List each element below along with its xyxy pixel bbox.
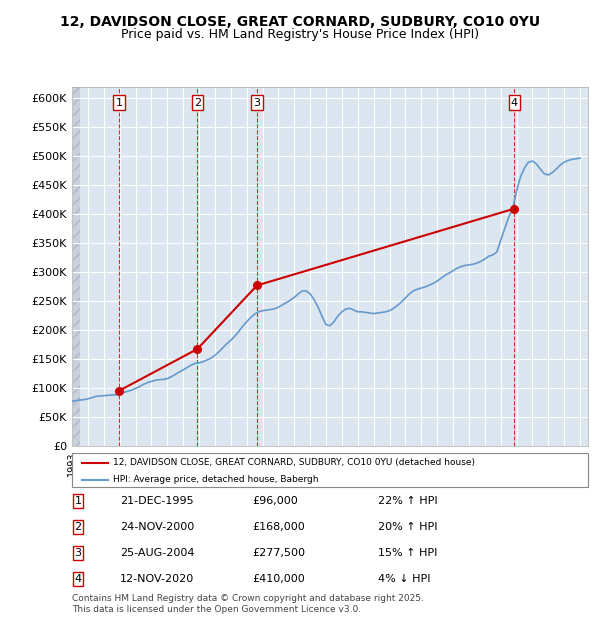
FancyBboxPatch shape: [72, 453, 588, 487]
Point: [115, 386, 124, 396]
Text: 25-AUG-2004: 25-AUG-2004: [120, 548, 194, 558]
Text: Contains HM Land Registry data © Crown copyright and database right 2025.
This d: Contains HM Land Registry data © Crown c…: [72, 595, 424, 614]
Text: 24-NOV-2000: 24-NOV-2000: [120, 522, 194, 532]
Text: 3: 3: [253, 97, 260, 108]
Text: 2: 2: [74, 522, 82, 532]
Text: 1: 1: [116, 97, 122, 108]
Text: 12, DAVIDSON CLOSE, GREAT CORNARD, SUDBURY, CO10 0YU: 12, DAVIDSON CLOSE, GREAT CORNARD, SUDBU…: [60, 16, 540, 30]
Text: £96,000: £96,000: [252, 496, 298, 506]
Text: 15% ↑ HPI: 15% ↑ HPI: [378, 548, 437, 558]
Text: 4: 4: [74, 574, 82, 584]
Text: HPI: Average price, detached house, Babergh: HPI: Average price, detached house, Babe…: [113, 476, 319, 484]
Text: 1: 1: [74, 496, 82, 506]
Text: 22% ↑ HPI: 22% ↑ HPI: [378, 496, 437, 506]
Point: [193, 344, 202, 354]
Text: 3: 3: [74, 548, 82, 558]
Text: 4% ↓ HPI: 4% ↓ HPI: [378, 574, 431, 584]
Bar: [72, 87, 80, 446]
Text: 2: 2: [194, 97, 201, 108]
Text: 21-DEC-1995: 21-DEC-1995: [120, 496, 194, 506]
Text: £410,000: £410,000: [252, 574, 305, 584]
Text: £277,500: £277,500: [252, 548, 305, 558]
Point: [252, 280, 262, 290]
Text: Price paid vs. HM Land Registry's House Price Index (HPI): Price paid vs. HM Land Registry's House …: [121, 28, 479, 41]
Text: 12, DAVIDSON CLOSE, GREAT CORNARD, SUDBURY, CO10 0YU (detached house): 12, DAVIDSON CLOSE, GREAT CORNARD, SUDBU…: [113, 458, 475, 467]
Text: 4: 4: [511, 97, 518, 108]
Point: [509, 203, 519, 213]
Text: 12-NOV-2020: 12-NOV-2020: [120, 574, 194, 584]
Text: 20% ↑ HPI: 20% ↑ HPI: [378, 522, 437, 532]
Text: £168,000: £168,000: [252, 522, 305, 532]
